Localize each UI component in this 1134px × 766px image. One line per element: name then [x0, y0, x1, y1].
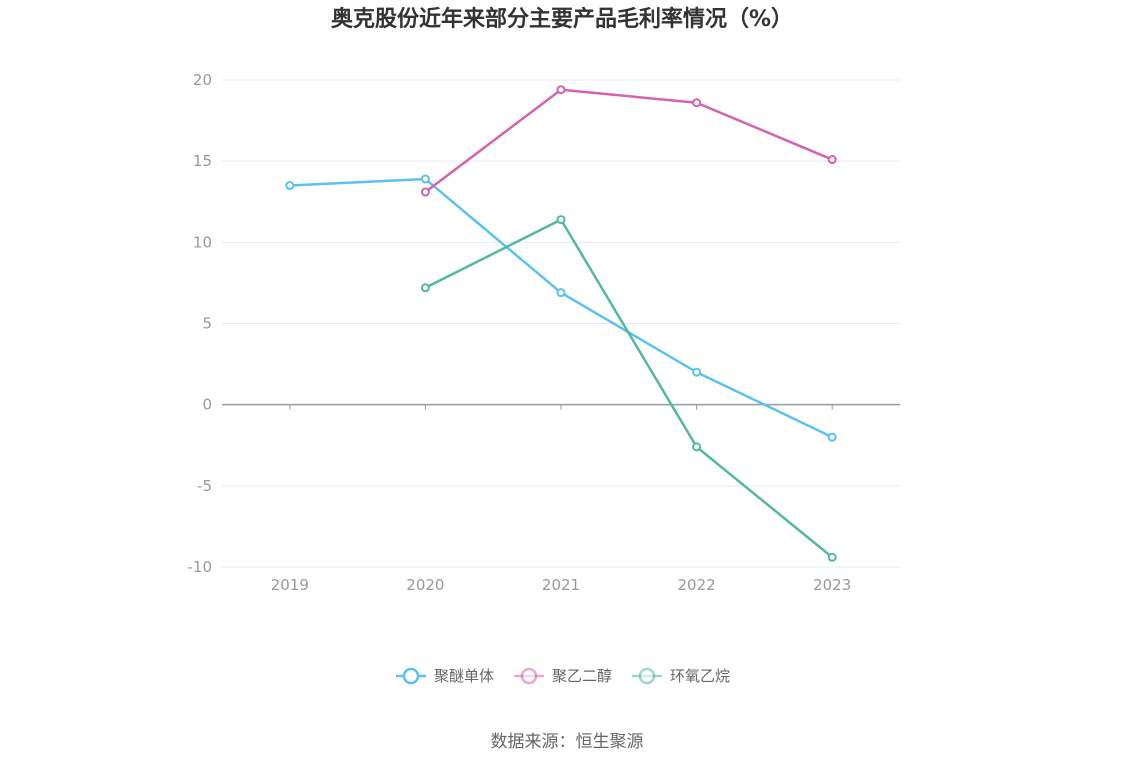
y-tick-label-6: -10: [188, 558, 213, 576]
legend-label-1: 聚乙二醇: [552, 667, 612, 685]
x-tick-label-2023: 2023: [813, 576, 851, 594]
data-points: [285, 85, 837, 562]
series-line-2: [424, 218, 833, 559]
y-tick-label-2: 10: [193, 233, 212, 251]
legend: 聚醚单体 聚乙二醇 环氧乙烷: [396, 667, 730, 685]
grid-lines: [222, 79, 900, 568]
data-point-0-2023[interactable]: [827, 432, 837, 442]
legend-marker-2: [638, 667, 656, 685]
data-point-1-2021[interactable]: [556, 85, 566, 95]
y-tick-label-5: -5: [197, 477, 212, 495]
y-tick-label-0: 20: [193, 71, 212, 89]
chart-title: 奥克股份近年来部分主要产品毛利率情况（%）: [331, 6, 793, 32]
legend-marker-0: [402, 667, 420, 685]
legend-label-0: 聚醚单体: [434, 667, 494, 685]
x-tick-label-2020: 2020: [406, 576, 444, 594]
y-tick-label-1: 15: [193, 152, 212, 170]
x-tick-label-2021: 2021: [542, 576, 580, 594]
x-tick-label-2019: 2019: [271, 576, 309, 594]
legend-marker-1: [520, 667, 538, 685]
data-point-1-2020[interactable]: [420, 187, 430, 197]
data-point-0-2019[interactable]: [285, 181, 295, 191]
x-tick-label-2022: 2022: [678, 576, 716, 594]
y-tick-label-3: 5: [202, 315, 212, 333]
data-point-2-2021[interactable]: [556, 215, 566, 225]
data-point-0-2021[interactable]: [556, 288, 566, 298]
data-point-1-2022[interactable]: [692, 98, 702, 108]
source-note: 数据来源：恒生聚源: [491, 732, 644, 752]
legend-item-0[interactable]: 聚醚单体: [396, 667, 494, 685]
data-point-2-2022[interactable]: [692, 442, 702, 452]
y-tick-label-4: 0: [202, 396, 212, 414]
series-line-1: [424, 88, 833, 194]
data-point-2-2020[interactable]: [420, 283, 430, 293]
legend-item-1[interactable]: 聚乙二醇: [514, 667, 612, 685]
data-point-2-2023[interactable]: [827, 552, 837, 562]
data-point-0-2020[interactable]: [420, 174, 430, 184]
legend-item-2[interactable]: 环氧乙烷: [632, 667, 730, 685]
legend-label-2: 环氧乙烷: [670, 667, 730, 685]
data-point-1-2023[interactable]: [827, 155, 837, 165]
data-point-0-2022[interactable]: [692, 367, 702, 377]
axes: 20 15 10 5 0 -5 -10 2019 2020 2021 2022 2023: [188, 71, 852, 594]
